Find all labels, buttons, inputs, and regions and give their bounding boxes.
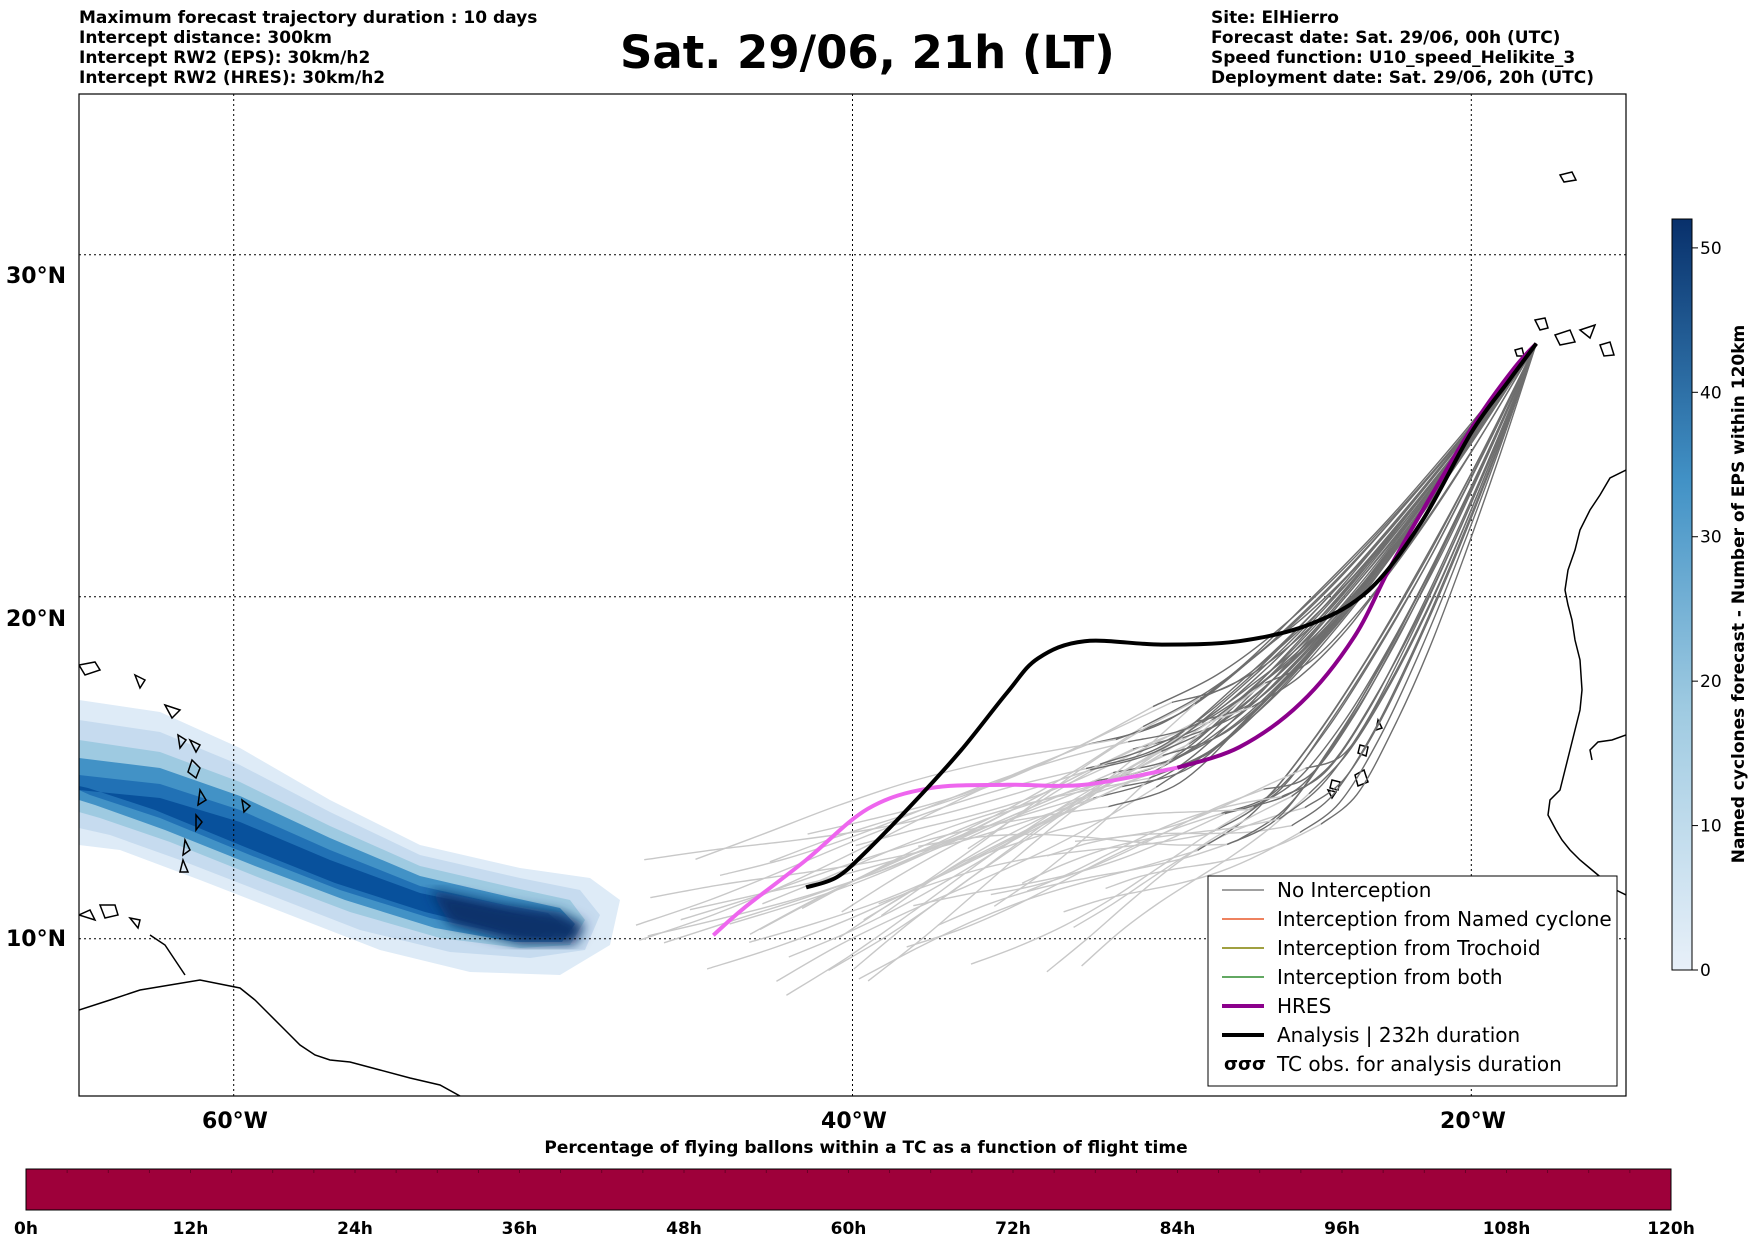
eps-trajectory-early	[990, 788, 1264, 896]
lat-label-20n: 20°N	[6, 607, 66, 632]
legend: No Interception Interception from Named c…	[1207, 875, 1618, 1087]
colorbar-tick-label: 0	[1700, 961, 1711, 981]
eps-trajectory-late	[1305, 343, 1537, 769]
header-info-left: Maximum forecast trajectory duration : 1…	[79, 8, 537, 88]
legend-label: Analysis | 232h duration	[1277, 1023, 1520, 1047]
eps-trajectory-early	[858, 849, 1198, 980]
header-right-line: Site: ElHierro	[1211, 8, 1339, 28]
lon-label-20w: 20°W	[1440, 1109, 1506, 1134]
eps-trajectory-late	[1278, 343, 1537, 820]
eps-trajectory-early	[855, 721, 1197, 847]
colorbar-tick-label: 40	[1700, 383, 1722, 403]
colorbar-ramp	[1671, 218, 1693, 971]
legend-label: Interception from both	[1277, 965, 1503, 989]
flight-bar-tick-label: 0h	[14, 1219, 38, 1239]
analysis-trajectory	[805, 342, 1538, 890]
flight-bar-tick-label: 72h	[995, 1219, 1031, 1239]
lon-label-60w: 60°W	[202, 1109, 268, 1134]
flight-bar-title: Percentage of flying ballons within a TC…	[544, 1138, 1187, 1158]
flight-bar-tick-label: 108h	[1483, 1219, 1531, 1239]
flight-bar-tick-label: 84h	[1160, 1219, 1196, 1239]
lon-label-40w: 40°W	[821, 1109, 887, 1134]
eps-trajectory-early	[1021, 818, 1280, 884]
header-right-line: Speed function: U10_speed_Helikite_3	[1211, 48, 1576, 68]
flight-bar-tick-label: 120h	[1647, 1219, 1695, 1239]
header-left-line: Intercept RW2 (HRES): 30km/h2	[79, 68, 386, 88]
eps-trajectory-early	[913, 813, 1226, 907]
coastlines	[79, 171, 1626, 1096]
eps-trajectory-late	[1291, 343, 1537, 827]
header-left-line: Maximum forecast trajectory duration : 1…	[79, 8, 538, 28]
eps-trajectory-early	[644, 769, 1091, 861]
eps-trajectory-early	[762, 777, 1150, 905]
header-info-right: Site: ElHierro Forecast date: Sat. 29/06…	[1211, 8, 1594, 88]
eps-trajectory-late	[1108, 343, 1537, 808]
eps-trajectory-late	[1320, 343, 1537, 825]
header-left-line: Intercept RW2 (EPS): 30km/h2	[79, 48, 371, 68]
eps-trajectory-early	[828, 737, 1183, 972]
flight-bar-tick-label: 36h	[502, 1219, 538, 1239]
eps-trajectory-early	[1105, 823, 1322, 890]
eps-trajectory-early	[970, 806, 1254, 965]
header-left-line: Intercept distance: 300km	[79, 28, 332, 48]
eps-trajectory-early	[937, 840, 1238, 926]
eps-trajectory-early	[650, 797, 1094, 899]
flight-bar-tick-label: 24h	[337, 1219, 373, 1239]
flight-bar-tick-label: 12h	[173, 1219, 209, 1239]
flight-bar-tick-label: 96h	[1324, 1219, 1360, 1239]
flight-time-bar	[25, 1168, 1672, 1211]
eps-trajectory-late	[1142, 343, 1537, 777]
map-frame	[78, 93, 1627, 1097]
legend-box	[1207, 875, 1618, 1087]
legend-label: TC obs. for analysis duration	[1276, 1052, 1562, 1076]
colorbar-label: Named cyclones forecast - Number of EPS …	[1729, 325, 1749, 864]
eps-trajectory-early	[695, 738, 1117, 860]
page-title: Sat. 29/06, 21h (LT)	[620, 26, 1115, 79]
colorbar-tick-label: 10	[1700, 817, 1722, 837]
eps-trajectory-late	[1115, 343, 1537, 741]
header-right-line: Forecast date: Sat. 29/06, 00h (UTC)	[1211, 28, 1561, 48]
eps-trajectory-early	[1046, 795, 1292, 973]
legend-label: HRES	[1277, 994, 1331, 1018]
legend-label: No Interception	[1277, 878, 1431, 902]
eps-trajectory-late	[1226, 343, 1537, 846]
eps-trajectory-late	[1253, 343, 1537, 808]
map-layer	[79, 94, 1626, 1096]
header-right-line: Deployment date: Sat. 29/06, 20h (UTC)	[1211, 68, 1595, 88]
legend-label: Interception from Named cyclone	[1277, 907, 1612, 931]
tc-obs-symbol-icon: σσσ	[1224, 1054, 1266, 1075]
lat-label-30n: 30°N	[6, 264, 66, 289]
eps-trajectory-early	[663, 763, 1101, 944]
eps-trajectory-late	[1087, 343, 1537, 746]
eps-trajectory-late	[1199, 343, 1537, 700]
eps-trajectory-late	[1251, 343, 1537, 708]
colorbar-tick-label: 30	[1700, 528, 1722, 548]
colorbar-tick-label: 50	[1700, 239, 1722, 259]
eps-trajectory-early	[1026, 795, 1282, 892]
eps-trajectory-early	[719, 741, 1129, 877]
eps-trajectory-early	[776, 786, 1157, 982]
eps-trajectory-early	[1063, 831, 1301, 913]
eps-trajectory-late	[1197, 343, 1537, 851]
lat-label-10n: 10°N	[6, 927, 66, 952]
flight-bar-tick-label: 48h	[666, 1219, 702, 1239]
eps-trajectory-early	[1074, 767, 1306, 842]
eps-trajectory-late	[1281, 343, 1537, 798]
legend-label: Interception from Trochoid	[1277, 936, 1541, 960]
colorbar: 0 10 20 30 40 50 Named cyclones forecast - Nu…	[1671, 218, 1749, 981]
hres-trajectory-light	[711, 765, 1178, 937]
flight-bar-tick-label: 60h	[831, 1219, 867, 1239]
eps-trajectory-early	[680, 806, 1109, 921]
eps-trajectory-late	[1299, 343, 1537, 834]
eps-trajectory-early	[853, 703, 1196, 970]
eps-trajectory-early	[749, 775, 1144, 943]
colorbar-tick-label: 20	[1700, 672, 1722, 692]
